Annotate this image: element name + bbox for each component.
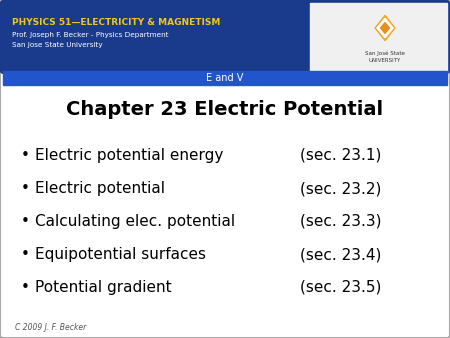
Text: Equipotential surfaces: Equipotential surfaces bbox=[35, 247, 206, 262]
Polygon shape bbox=[377, 18, 393, 38]
Text: •: • bbox=[21, 280, 29, 295]
Text: Calculating elec. potential: Calculating elec. potential bbox=[35, 214, 235, 229]
Text: (sec. 23.5): (sec. 23.5) bbox=[300, 280, 382, 295]
Polygon shape bbox=[375, 16, 395, 41]
Polygon shape bbox=[381, 23, 390, 33]
Bar bbox=[3, 61, 447, 71]
Text: Electric potential: Electric potential bbox=[35, 181, 165, 196]
Text: E and V: E and V bbox=[206, 73, 244, 83]
Text: Electric potential energy: Electric potential energy bbox=[35, 148, 223, 163]
Bar bbox=[310, 3, 447, 73]
Text: C 2009 J. F. Becker: C 2009 J. F. Becker bbox=[15, 323, 86, 332]
Text: Prof. Joseph F. Becker - Physics Department: Prof. Joseph F. Becker - Physics Departm… bbox=[12, 32, 168, 38]
Text: (sec. 23.4): (sec. 23.4) bbox=[300, 247, 382, 262]
Text: PHYSICS 51—ELECTRICITY & MAGNETISM: PHYSICS 51—ELECTRICITY & MAGNETISM bbox=[12, 18, 220, 27]
Text: San José State
UNIVERSITY: San José State UNIVERSITY bbox=[365, 50, 405, 63]
Text: (sec. 23.1): (sec. 23.1) bbox=[300, 148, 382, 163]
Bar bbox=[3, 71, 447, 85]
Text: •: • bbox=[21, 181, 29, 196]
FancyBboxPatch shape bbox=[0, 0, 450, 74]
Text: •: • bbox=[21, 247, 29, 262]
Text: (sec. 23.3): (sec. 23.3) bbox=[300, 214, 382, 229]
Text: •: • bbox=[21, 214, 29, 229]
Text: (sec. 23.2): (sec. 23.2) bbox=[300, 181, 382, 196]
Text: Chapter 23 Electric Potential: Chapter 23 Electric Potential bbox=[67, 100, 383, 119]
Text: San Jose State University: San Jose State University bbox=[12, 42, 103, 48]
Text: •: • bbox=[21, 148, 29, 163]
Text: Potential gradient: Potential gradient bbox=[35, 280, 171, 295]
